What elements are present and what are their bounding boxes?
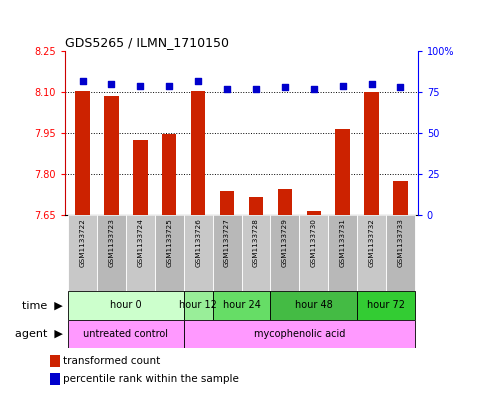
Text: hour 12: hour 12 (179, 300, 217, 310)
Bar (242, 215, 270, 291)
Text: untreated control: untreated control (84, 329, 169, 339)
Bar (213, 291, 270, 320)
Bar (364, 92, 379, 215)
Text: GSM1133726: GSM1133726 (195, 218, 201, 266)
Text: time  ▶: time ▶ (22, 300, 63, 310)
Point (137, 83, 144, 89)
Bar (220, 191, 234, 215)
Point (79, 78, 86, 84)
Bar (126, 215, 155, 291)
Bar (68, 320, 184, 348)
Text: GSM1133724: GSM1133724 (137, 218, 143, 266)
Text: GSM1133731: GSM1133731 (340, 218, 346, 266)
Bar (335, 129, 350, 215)
Bar (68, 291, 184, 320)
Point (165, 83, 173, 89)
Bar (68, 215, 97, 291)
Point (368, 81, 375, 87)
Point (194, 78, 202, 84)
Bar (249, 197, 263, 215)
Text: agent  ▶: agent ▶ (15, 329, 63, 339)
Bar (357, 291, 415, 320)
Text: GSM1133728: GSM1133728 (253, 218, 259, 266)
Bar (270, 215, 299, 291)
Bar (50, 355, 59, 367)
Text: hour 72: hour 72 (367, 300, 405, 310)
Bar (104, 96, 119, 215)
Point (281, 84, 289, 90)
Text: transformed count: transformed count (63, 356, 160, 366)
Bar (386, 215, 415, 291)
Text: GSM1133729: GSM1133729 (282, 218, 288, 266)
Bar (357, 215, 386, 291)
Bar (184, 320, 415, 348)
Bar (393, 181, 408, 215)
Point (252, 86, 260, 92)
Bar (307, 211, 321, 215)
Point (310, 86, 318, 92)
Text: GSM1133732: GSM1133732 (369, 218, 374, 266)
Bar (162, 134, 176, 215)
Text: GDS5265 / ILMN_1710150: GDS5265 / ILMN_1710150 (65, 36, 229, 49)
Bar (299, 215, 328, 291)
Bar (213, 215, 242, 291)
Bar (191, 91, 205, 215)
Bar (97, 215, 126, 291)
Bar (133, 140, 148, 215)
Bar (184, 215, 213, 291)
Text: percentile rank within the sample: percentile rank within the sample (63, 374, 239, 384)
Point (108, 81, 115, 87)
Text: GSM1133730: GSM1133730 (311, 218, 317, 266)
Text: hour 0: hour 0 (110, 300, 142, 310)
Text: GSM1133725: GSM1133725 (166, 218, 172, 266)
Bar (155, 215, 184, 291)
Text: GSM1133723: GSM1133723 (109, 218, 114, 266)
Text: GSM1133722: GSM1133722 (80, 218, 85, 266)
Bar (328, 215, 357, 291)
Text: hour 24: hour 24 (223, 300, 260, 310)
Bar (50, 373, 59, 385)
Point (223, 86, 231, 92)
Text: hour 48: hour 48 (295, 300, 333, 310)
Point (339, 83, 346, 89)
Text: mycophenolic acid: mycophenolic acid (254, 329, 345, 339)
Bar (270, 291, 357, 320)
Point (397, 84, 404, 90)
Bar (184, 291, 213, 320)
Bar (75, 91, 90, 215)
Text: GSM1133733: GSM1133733 (398, 218, 403, 266)
Bar (278, 189, 292, 215)
Text: GSM1133727: GSM1133727 (224, 218, 230, 266)
